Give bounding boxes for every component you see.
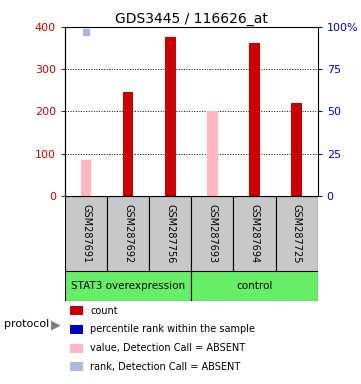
Bar: [70, 306, 83, 315]
Text: GSM287694: GSM287694: [249, 204, 260, 263]
Bar: [81, 160, 91, 196]
Text: control: control: [236, 281, 273, 291]
Title: GDS3445 / 116626_at: GDS3445 / 116626_at: [115, 12, 268, 26]
Bar: [70, 344, 83, 353]
Bar: [70, 362, 83, 371]
Bar: [249, 43, 260, 196]
Text: GSM287725: GSM287725: [292, 204, 302, 263]
Bar: [65, 271, 191, 301]
Bar: [275, 196, 318, 271]
Text: STAT3 overexpression: STAT3 overexpression: [71, 281, 185, 291]
Bar: [191, 271, 318, 301]
Bar: [123, 93, 134, 196]
Text: protocol: protocol: [4, 319, 49, 329]
Bar: [149, 196, 191, 271]
Text: GSM287693: GSM287693: [207, 204, 217, 263]
Text: ▶: ▶: [51, 318, 61, 331]
Bar: [207, 111, 218, 196]
Bar: [107, 196, 149, 271]
Text: rank, Detection Call = ABSENT: rank, Detection Call = ABSENT: [90, 362, 240, 372]
Bar: [191, 196, 234, 271]
Bar: [70, 325, 83, 334]
Bar: [234, 196, 275, 271]
Text: GSM287692: GSM287692: [123, 204, 133, 263]
Bar: [165, 38, 175, 196]
Text: GSM287756: GSM287756: [165, 204, 175, 263]
Text: value, Detection Call = ABSENT: value, Detection Call = ABSENT: [90, 343, 245, 353]
Bar: [65, 196, 107, 271]
Text: GSM287691: GSM287691: [81, 204, 91, 263]
Text: percentile rank within the sample: percentile rank within the sample: [90, 324, 255, 334]
Bar: [291, 103, 302, 196]
Text: count: count: [90, 306, 118, 316]
